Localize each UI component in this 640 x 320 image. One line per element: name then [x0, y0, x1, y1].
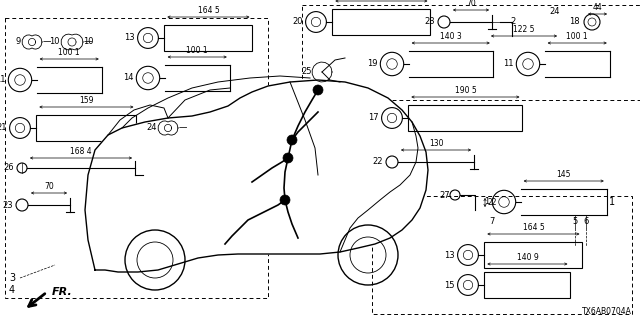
Bar	[302, 5, 640, 100]
Text: 20: 20	[292, 18, 303, 27]
Text: 22: 22	[487, 198, 497, 207]
Text: 3: 3	[9, 273, 15, 283]
Text: FR.: FR.	[52, 287, 73, 297]
Text: 23: 23	[424, 18, 435, 27]
Text: 130: 130	[429, 139, 444, 148]
Text: —: —	[43, 37, 51, 46]
Text: 23: 23	[3, 201, 13, 210]
Text: 145: 145	[556, 170, 571, 179]
Text: 21: 21	[0, 124, 6, 132]
Text: 10: 10	[49, 37, 60, 46]
Text: 122 5: 122 5	[513, 25, 535, 34]
Text: 15: 15	[444, 281, 454, 290]
Circle shape	[313, 85, 323, 95]
Text: 11: 11	[0, 76, 5, 84]
Text: 10: 10	[83, 37, 93, 46]
Text: 25: 25	[301, 68, 312, 76]
Circle shape	[283, 153, 293, 163]
Bar	[408, 105, 522, 131]
Text: 1: 1	[484, 197, 490, 206]
Text: 22: 22	[372, 157, 383, 166]
Text: —: —	[84, 37, 92, 46]
Circle shape	[280, 195, 290, 205]
Text: 14: 14	[123, 74, 133, 83]
Text: 1: 1	[609, 197, 615, 207]
Text: 26: 26	[3, 164, 14, 172]
Text: 5: 5	[572, 218, 578, 227]
Text: 44: 44	[593, 3, 602, 12]
Text: 190 5: 190 5	[454, 86, 476, 95]
Text: 19: 19	[367, 60, 378, 68]
Text: 168 4: 168 4	[70, 147, 92, 156]
Bar	[164, 25, 252, 51]
Text: 13: 13	[444, 251, 454, 260]
Circle shape	[287, 135, 297, 145]
Text: 100 1: 100 1	[186, 46, 208, 55]
Text: 140 3: 140 3	[440, 32, 461, 41]
Text: TX6AB0704A: TX6AB0704A	[582, 307, 632, 316]
Text: 6: 6	[583, 218, 589, 227]
Text: 70: 70	[466, 0, 476, 8]
Bar	[36, 115, 136, 141]
Text: 9: 9	[16, 37, 21, 46]
Text: 70: 70	[44, 182, 54, 191]
Bar	[484, 242, 582, 268]
Text: 164 5: 164 5	[522, 223, 544, 232]
Text: 159: 159	[79, 96, 93, 105]
Text: 100 1: 100 1	[58, 48, 80, 57]
Bar	[484, 272, 570, 298]
Text: 24: 24	[550, 7, 560, 17]
Bar	[5, 18, 268, 298]
Text: 13: 13	[124, 34, 134, 43]
Bar	[372, 196, 632, 314]
Text: 11: 11	[503, 60, 513, 68]
Text: 24: 24	[147, 124, 157, 132]
Text: 18: 18	[570, 18, 580, 27]
Text: 4: 4	[9, 285, 15, 295]
Text: 17: 17	[368, 114, 379, 123]
Bar	[332, 9, 430, 35]
Text: 164 5: 164 5	[198, 6, 220, 15]
Text: 2: 2	[510, 18, 515, 27]
Polygon shape	[85, 80, 428, 272]
Text: 7: 7	[490, 218, 495, 227]
Text: 140 9: 140 9	[516, 253, 538, 262]
Text: 100 1: 100 1	[566, 32, 588, 41]
Text: 27: 27	[440, 190, 450, 199]
Text: —: —	[179, 124, 188, 132]
